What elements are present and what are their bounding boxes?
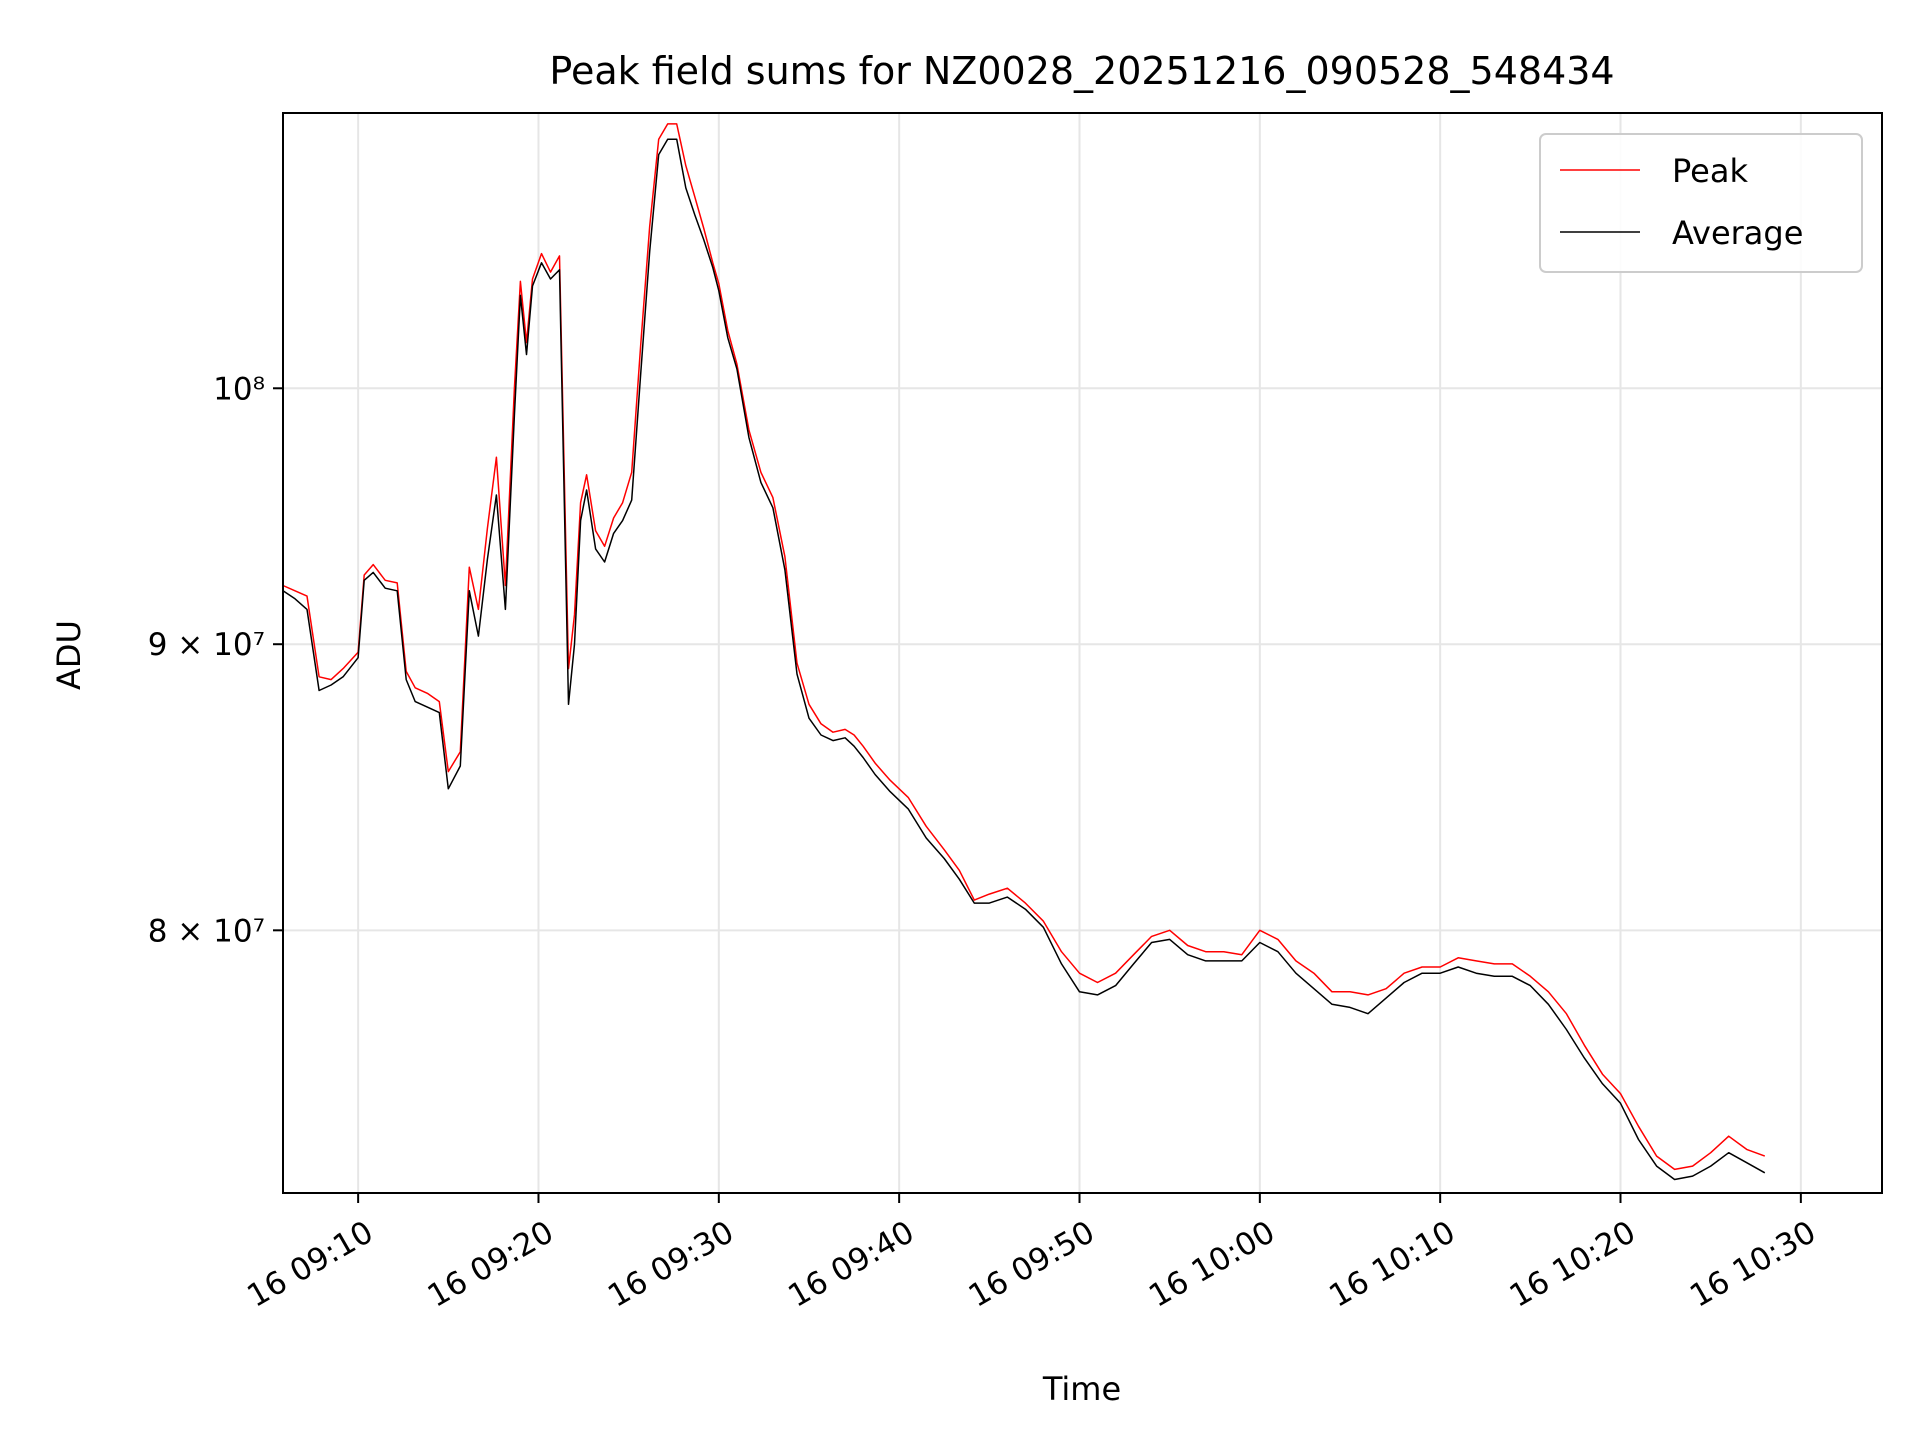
y-tick-label: 8 × 10⁷: [148, 913, 265, 949]
series-layer: [282, 123, 1766, 1181]
x-axis-label: Time: [1042, 1370, 1121, 1408]
chart-title: Peak field sums for NZ0028_20251216_0905…: [549, 49, 1614, 93]
y-tick-label: 10⁸: [213, 371, 265, 407]
legend-label-peak: Peak: [1672, 152, 1748, 190]
y-axis-label: ADU: [50, 620, 88, 690]
y-ticks: 8 × 10⁷ 9 × 10⁷ 10⁸: [148, 371, 283, 949]
y-tick-label: 9 × 10⁷: [148, 627, 265, 663]
legend-box: [1539, 133, 1863, 273]
legend-label-average: Average: [1672, 214, 1803, 252]
series-line-average: [282, 138, 1766, 1181]
legend: Peak Average: [1539, 133, 1863, 273]
plot-frame: [282, 112, 1883, 1194]
series-line-peak: [282, 123, 1766, 1171]
